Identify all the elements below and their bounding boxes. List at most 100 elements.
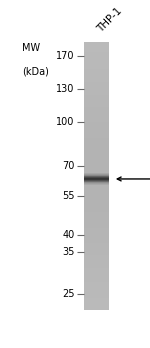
Bar bbox=[84, 167, 110, 169]
Bar bbox=[84, 68, 110, 70]
Bar bbox=[84, 193, 110, 195]
Bar bbox=[84, 194, 110, 196]
Bar bbox=[84, 275, 110, 276]
Bar bbox=[84, 284, 110, 286]
Bar bbox=[84, 111, 110, 113]
Bar bbox=[84, 296, 110, 298]
Bar bbox=[84, 87, 110, 89]
Bar bbox=[84, 153, 110, 154]
Bar bbox=[84, 283, 110, 284]
Bar bbox=[84, 180, 110, 181]
Bar bbox=[84, 95, 110, 97]
Bar bbox=[84, 67, 110, 69]
Bar bbox=[84, 221, 110, 223]
Bar bbox=[84, 98, 110, 100]
Bar bbox=[84, 175, 110, 176]
Bar bbox=[84, 209, 110, 211]
Bar bbox=[84, 109, 110, 110]
Bar bbox=[84, 101, 110, 102]
Bar bbox=[84, 178, 110, 180]
Text: 170: 170 bbox=[56, 50, 75, 61]
Bar bbox=[84, 72, 110, 74]
Bar bbox=[84, 141, 110, 142]
Bar bbox=[84, 96, 110, 98]
Bar bbox=[84, 47, 110, 48]
Bar bbox=[84, 189, 110, 190]
Bar bbox=[84, 285, 110, 287]
Bar bbox=[84, 184, 110, 185]
Bar bbox=[84, 51, 110, 53]
Text: 35: 35 bbox=[62, 247, 75, 257]
Bar bbox=[84, 91, 110, 93]
Bar bbox=[84, 292, 110, 294]
Bar bbox=[84, 78, 110, 79]
Bar bbox=[84, 281, 110, 283]
Bar bbox=[84, 175, 110, 177]
Bar bbox=[84, 180, 110, 181]
Bar bbox=[84, 272, 110, 274]
Bar bbox=[84, 226, 110, 228]
Bar bbox=[84, 237, 110, 239]
Bar bbox=[84, 181, 110, 182]
Bar bbox=[84, 254, 110, 256]
Bar bbox=[84, 208, 110, 209]
Bar bbox=[84, 169, 110, 171]
Bar bbox=[84, 88, 110, 90]
Bar bbox=[84, 216, 110, 217]
Bar bbox=[84, 172, 110, 173]
Bar bbox=[84, 249, 110, 251]
Bar bbox=[84, 267, 110, 268]
Bar bbox=[84, 248, 110, 250]
Bar bbox=[84, 60, 110, 62]
Bar bbox=[84, 183, 110, 184]
Bar bbox=[84, 232, 110, 234]
Bar bbox=[84, 218, 110, 220]
Bar bbox=[84, 280, 110, 282]
Bar bbox=[84, 257, 110, 259]
Bar bbox=[84, 295, 110, 296]
Bar bbox=[84, 80, 110, 82]
Bar bbox=[84, 299, 110, 300]
Bar bbox=[84, 147, 110, 149]
Bar bbox=[84, 146, 110, 148]
Bar bbox=[84, 224, 110, 225]
Bar bbox=[84, 175, 110, 176]
Bar bbox=[84, 174, 110, 175]
Bar bbox=[84, 259, 110, 260]
Bar bbox=[84, 268, 110, 269]
Bar bbox=[84, 174, 110, 176]
Bar bbox=[84, 104, 110, 106]
Bar bbox=[84, 244, 110, 245]
Bar bbox=[84, 55, 110, 56]
Bar bbox=[84, 204, 110, 205]
Bar bbox=[84, 308, 110, 310]
Bar bbox=[84, 251, 110, 252]
Bar bbox=[84, 199, 110, 201]
Bar bbox=[84, 210, 110, 212]
Bar bbox=[84, 161, 110, 163]
Bar bbox=[84, 65, 110, 67]
Bar bbox=[84, 185, 110, 187]
Bar bbox=[84, 307, 110, 308]
Bar bbox=[84, 157, 110, 158]
Bar bbox=[84, 139, 110, 141]
Bar bbox=[84, 62, 110, 63]
Bar bbox=[84, 273, 110, 275]
Bar bbox=[84, 201, 110, 203]
Text: (kDa): (kDa) bbox=[22, 66, 49, 76]
Bar bbox=[84, 228, 110, 229]
Bar bbox=[84, 238, 110, 240]
Bar bbox=[84, 166, 110, 168]
Bar bbox=[84, 240, 110, 242]
Bar bbox=[84, 94, 110, 95]
Bar bbox=[84, 243, 110, 244]
Bar bbox=[84, 276, 110, 278]
Bar bbox=[84, 269, 110, 271]
Bar bbox=[84, 246, 110, 248]
Bar bbox=[84, 128, 110, 130]
Bar bbox=[84, 133, 110, 134]
Bar bbox=[84, 205, 110, 207]
Bar bbox=[84, 142, 110, 144]
Bar bbox=[84, 103, 110, 105]
Bar bbox=[84, 162, 110, 164]
